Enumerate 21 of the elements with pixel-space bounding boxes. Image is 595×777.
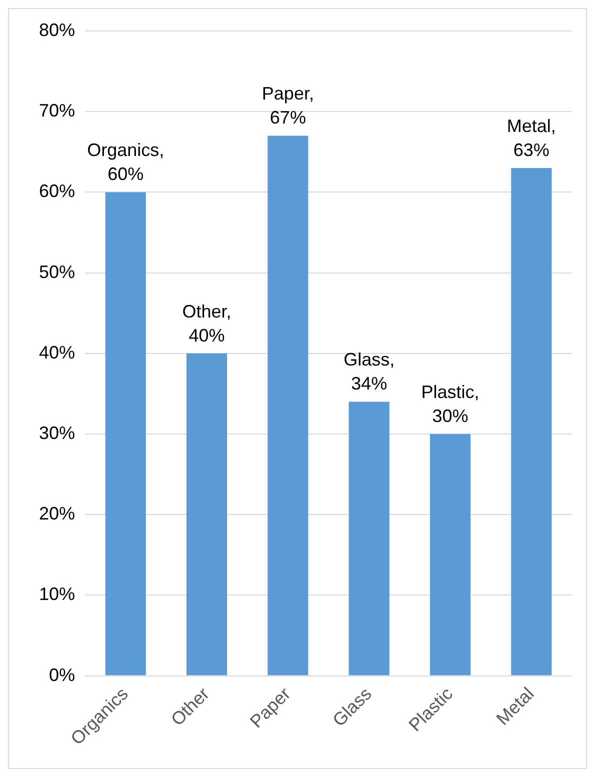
bar xyxy=(186,353,228,676)
bar xyxy=(511,168,552,676)
y-tick-label: 70% xyxy=(38,100,76,121)
data-label: Glass, 34% xyxy=(344,350,395,394)
data-label: Other, 40% xyxy=(182,301,232,346)
y-tick-label: 10% xyxy=(38,584,76,604)
data-label: Paper, 67% xyxy=(262,84,314,128)
y-tick-label: 80% xyxy=(38,20,76,40)
y-tick-label: 60% xyxy=(38,181,76,202)
bar xyxy=(348,402,390,676)
y-tick-label: 40% xyxy=(38,342,76,362)
y-tick-label: 0% xyxy=(49,664,76,685)
y-tick-label: 30% xyxy=(38,422,76,443)
y-tick-label: 20% xyxy=(38,504,76,524)
bar xyxy=(105,192,146,676)
y-tick-label: 50% xyxy=(38,262,76,282)
data-label: Plastic, 30% xyxy=(421,382,480,426)
data-label: Metal, 63% xyxy=(506,116,556,160)
bar xyxy=(430,434,471,676)
bar xyxy=(268,136,308,676)
data-label: Organics, 60% xyxy=(87,140,164,184)
